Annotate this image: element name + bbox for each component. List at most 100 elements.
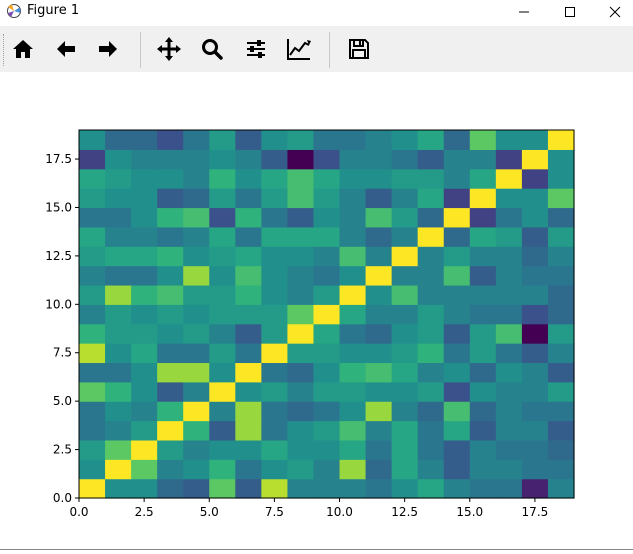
heatmap-cell bbox=[417, 420, 445, 441]
heatmap-cell bbox=[547, 130, 575, 150]
heatmap-cell bbox=[261, 343, 289, 364]
heatmap-cell bbox=[105, 323, 132, 344]
close-button[interactable] bbox=[592, 0, 633, 24]
heatmap-cell bbox=[157, 246, 184, 267]
heatmap-cell bbox=[209, 265, 236, 286]
heatmap-cell bbox=[131, 420, 158, 441]
x-tick-label: 12.5 bbox=[391, 505, 418, 519]
heatmap-cell bbox=[339, 246, 367, 267]
heatmap-cell bbox=[469, 381, 497, 402]
toolbar-separator bbox=[329, 32, 330, 68]
y-tick-label: 2.5 bbox=[53, 443, 72, 457]
move-icon bbox=[157, 37, 181, 61]
toolbar-grip bbox=[3, 34, 7, 66]
heatmap-cell bbox=[183, 381, 210, 402]
heatmap-cell bbox=[261, 130, 289, 150]
heatmap-cell bbox=[287, 459, 315, 480]
heatmap-cell bbox=[313, 207, 341, 228]
heatmap-cell bbox=[469, 168, 497, 189]
heatmap-cell bbox=[391, 226, 419, 247]
heatmap-cell bbox=[521, 168, 549, 189]
heatmap-cell bbox=[183, 265, 210, 286]
heatmap-plot[interactable]: 0.0 2.5 5.0 7.5 10.0 12.5 15.0 17.5 0.0 2.5 5.0 7.5… bbox=[0, 72, 633, 550]
heatmap-cell bbox=[339, 323, 367, 344]
axes-frame bbox=[78, 129, 575, 499]
back-button[interactable] bbox=[49, 32, 83, 66]
y-tick-label: 12.5 bbox=[45, 249, 72, 263]
heatmap-cell bbox=[443, 420, 471, 441]
heatmap-cell bbox=[79, 478, 106, 499]
heatmap-cell bbox=[313, 265, 341, 286]
heatmap-cell bbox=[105, 401, 132, 422]
heatmap-cell bbox=[521, 149, 549, 170]
heatmap-cell bbox=[443, 207, 471, 228]
heatmap-cell bbox=[417, 168, 445, 189]
heatmap-cell bbox=[131, 343, 158, 364]
heatmap-cell bbox=[443, 265, 471, 286]
heatmap-cell bbox=[235, 130, 262, 150]
heatmap-cell bbox=[157, 439, 184, 460]
heatmap-cell bbox=[391, 265, 419, 286]
home-button[interactable] bbox=[6, 32, 40, 66]
heatmap-cell bbox=[469, 207, 497, 228]
heatmap-cell bbox=[131, 284, 158, 305]
minimize-button[interactable] bbox=[501, 0, 547, 24]
figure-canvas[interactable]: 0.0 2.5 5.0 7.5 10.0 12.5 15.0 17.5 0.0 2.5 5.0 7.5… bbox=[0, 72, 633, 550]
heatmap-cell bbox=[417, 304, 445, 325]
heatmap-cell bbox=[131, 130, 158, 150]
heatmap-cell bbox=[209, 439, 236, 460]
pan-button[interactable] bbox=[152, 32, 186, 66]
heatmap-cell bbox=[131, 401, 158, 422]
heatmap-cell bbox=[521, 381, 549, 402]
heatmap-cell bbox=[261, 401, 289, 422]
heatmap-cell bbox=[391, 401, 419, 422]
matplotlib-icon bbox=[7, 4, 21, 18]
heatmap-cell bbox=[391, 168, 419, 189]
heatmap-cell bbox=[313, 188, 341, 209]
heatmap-cell bbox=[261, 226, 289, 247]
heatmap-cell bbox=[157, 459, 184, 480]
heatmap-cell bbox=[521, 304, 549, 325]
heatmap-cell bbox=[443, 478, 471, 499]
heatmap-cell bbox=[235, 207, 262, 228]
heatmap-cell bbox=[417, 207, 445, 228]
heatmap-cell bbox=[391, 304, 419, 325]
heatmap-cell bbox=[79, 284, 106, 305]
heatmap-cell bbox=[495, 459, 523, 480]
heatmap-cell bbox=[417, 343, 445, 364]
heatmap-cell bbox=[261, 168, 289, 189]
heatmap-cell bbox=[313, 149, 341, 170]
heatmap-cell bbox=[79, 420, 106, 441]
y-tick-label: 5.0 bbox=[53, 394, 72, 408]
zoom-button[interactable] bbox=[195, 32, 229, 66]
heatmap-cell bbox=[417, 439, 445, 460]
heatmap-cell bbox=[313, 381, 341, 402]
heatmap-cell bbox=[417, 459, 445, 480]
heatmap-cell bbox=[495, 284, 523, 305]
heatmap-cell bbox=[417, 265, 445, 286]
save-button[interactable] bbox=[342, 32, 376, 66]
heatmap-cell bbox=[391, 343, 419, 364]
edit-axes-button[interactable] bbox=[282, 32, 316, 66]
heatmap-cell bbox=[79, 304, 106, 325]
heatmap-cell bbox=[261, 284, 289, 305]
heatmap-cell bbox=[547, 168, 575, 189]
subplots-button[interactable] bbox=[239, 32, 273, 66]
heatmap-cell bbox=[287, 343, 315, 364]
heatmap-cell bbox=[235, 420, 262, 441]
heatmap-cell bbox=[469, 188, 497, 209]
heatmap-cell bbox=[443, 149, 471, 170]
heatmap-cell bbox=[79, 323, 106, 344]
heatmap-cell bbox=[79, 226, 106, 247]
heatmap-cell bbox=[105, 362, 132, 383]
heatmap-cell bbox=[105, 459, 132, 480]
heatmap-cell bbox=[131, 207, 158, 228]
heatmap-cell bbox=[521, 459, 549, 480]
maximize-button[interactable] bbox=[547, 0, 593, 24]
navigation-toolbar bbox=[0, 26, 633, 72]
heatmap-cell bbox=[235, 381, 262, 402]
forward-button[interactable] bbox=[91, 32, 125, 66]
heatmap-cell bbox=[287, 207, 315, 228]
heatmap-cell bbox=[157, 168, 184, 189]
heatmap-cell bbox=[235, 226, 262, 247]
